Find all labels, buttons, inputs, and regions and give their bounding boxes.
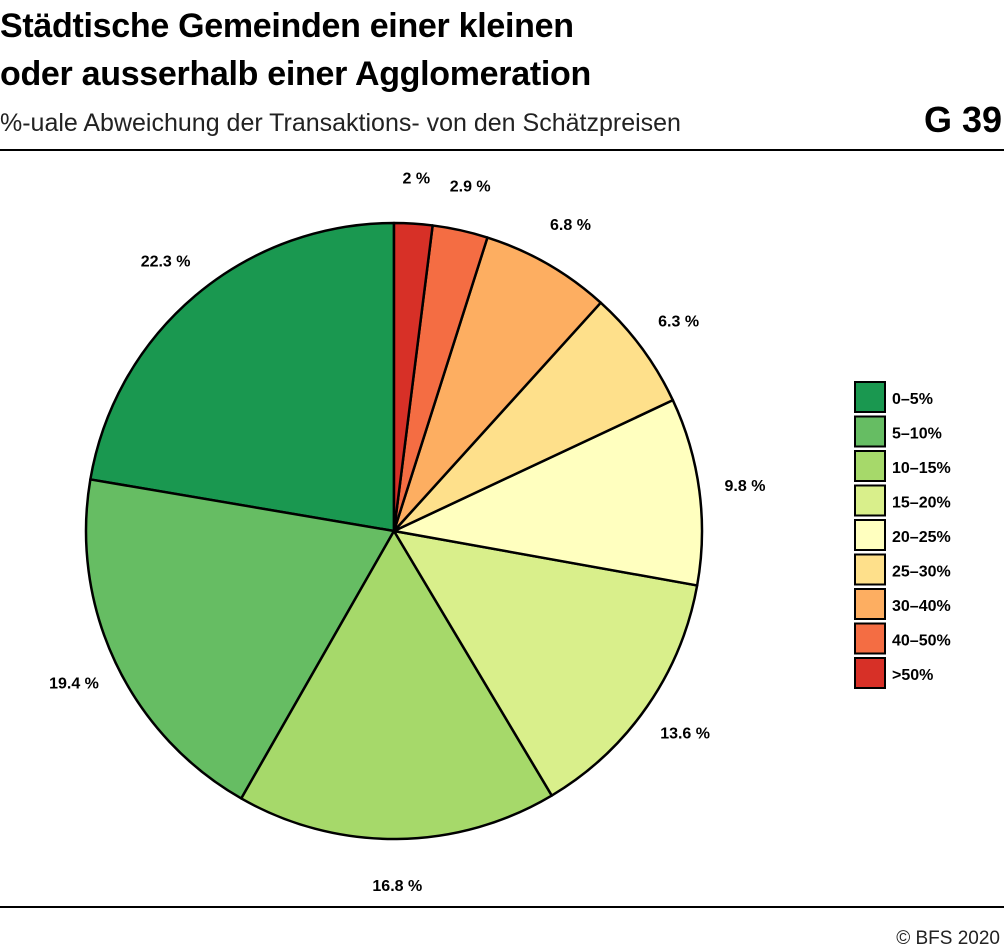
legend-label: 0–5% [892,391,933,408]
pie-slices [84,221,704,841]
legend-label: 30–40% [892,598,951,615]
legend-swatch-25-30 [854,553,886,586]
pie-slice-15-20 [392,529,699,797]
legend-swatch-40-50 [854,622,886,655]
slice-value-label: 2 % [403,171,431,188]
legend-label: 25–30% [892,564,951,581]
legend-swatch-5-10 [854,415,886,448]
legend-swatch-15-20 [854,484,886,517]
bottom-divider [0,906,1004,908]
legend-swatch-10-15 [854,450,886,482]
slice-value-label: 19.4 % [49,675,99,692]
pie-slice-0-5 [89,221,396,533]
legend-label: 20–25% [892,529,951,546]
legend-label: >50% [892,667,933,684]
slice-value-label: 13.6 % [660,725,710,742]
pie-slice-5-10 [84,478,396,800]
chart-title-line-2: oder ausserhalb einer Agglomeration [0,55,591,93]
graphic-number: G 39 [923,99,1002,140]
pie-slice-10-15 [240,529,554,841]
legend-label: 10–15% [892,460,951,477]
slice-value-label: 6.8 % [550,217,591,234]
legend-swatch-over-50 [854,657,886,689]
legend-swatch-30-40 [854,588,886,620]
chart-title-line-1: Städtische Gemeinden einer kleinen [0,7,574,45]
chart-legend: 0–5% 5–10% 10–15% 15–20% 20–25% 25–30% 30–40% 4… [854,381,951,689]
legend-label: 40–50% [892,633,951,650]
slice-value-label: 2.9 % [450,178,491,195]
pie-slice-labels: 22.3 % 19.4 % 16.8 % 13.6 % 9.8 % 6.3 % 6.8 % 2… [49,171,765,895]
slice-value-label: 16.8 % [372,878,422,895]
slice-value-label: 22.3 % [141,254,191,271]
pie-slice-20-25 [392,398,704,587]
top-divider [0,149,1004,151]
source-credit: © BFS 2020 [896,928,1000,949]
legend-swatch-20-25 [854,519,886,551]
legend-label: 5–10% [892,426,942,443]
slice-value-label: 9.8 % [725,478,766,495]
pie-slice-over-50 [392,221,434,533]
legend-swatch-0-5 [854,381,886,413]
slice-value-label: 6.3 % [658,314,699,331]
chart-title: Städtische Gemeinden einer kleinen oder … [0,2,900,98]
legend-label: 15–20% [892,495,951,512]
pie-slice-30-40 [392,236,602,533]
chart-subtitle: %-uale Abweichung der Transaktions- von … [0,109,681,137]
pie-slice-25-30 [392,301,675,533]
